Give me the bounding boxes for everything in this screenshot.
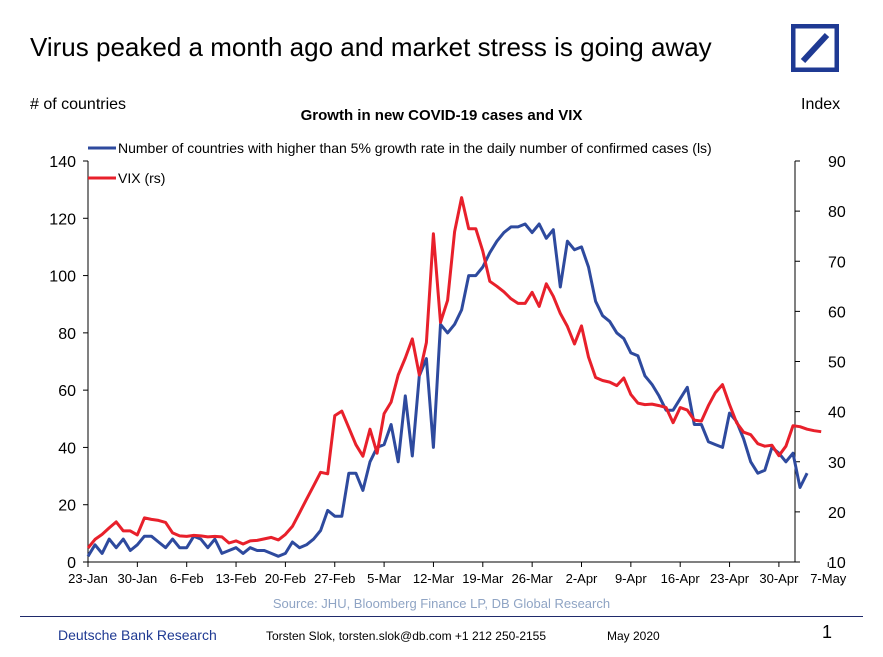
x-tick-label: 5-Mar [367,571,402,586]
left-tick-label: 120 [49,211,76,228]
left-tick-label: 60 [58,383,76,400]
chart-title: Growth in new COVID-19 cases and VIX [300,107,583,124]
left-tick-label: 0 [67,555,76,572]
left-tick-label: 20 [58,498,76,515]
right-tick-label: 10 [828,555,846,572]
legend-label: VIX (rs) [118,170,165,186]
right-tick-label: 70 [828,254,846,271]
right-tick-label: 30 [828,455,846,472]
right-tick-label: 20 [828,505,846,522]
legend-label: Number of countries with higher than 5% … [118,140,712,156]
x-tick-label: 6-Feb [170,571,204,586]
x-tick-label: 30-Apr [759,571,799,586]
covid-vix-chart: 0 20 40 60 80 100 120 140 10 20 30 40 50 60 70 80 90 23-J… [49,140,847,586]
left-tick-label: 100 [49,269,76,286]
left-axis-title: # of countries [30,96,127,113]
deutsche-bank-logo-icon [791,24,839,72]
left-tick-label: 80 [58,326,76,343]
source-note: Source: JHU, Bloomberg Finance LP, DB Gl… [272,596,611,611]
footer-divider [20,616,863,617]
right-tick-label: 40 [828,405,846,422]
x-tick-label: 9-Apr [615,571,647,586]
x-tick-label: 19-Mar [462,571,504,586]
right-tick-label: 80 [828,204,846,221]
x-tick-label: 7-May [810,571,847,586]
x-tick-label: 16-Apr [661,571,701,586]
x-tick-label: 27-Feb [314,571,355,586]
x-tick-label: 2-Apr [566,571,598,586]
series-line-countries [86,222,809,558]
right-tick-label: 50 [828,355,846,372]
footer-contact: Torsten Slok, torsten.slok@db.com +1 212… [266,629,547,643]
series-line-vix [86,196,822,549]
x-tick-label: 23-Jan [68,571,108,586]
footer-brand: Deutsche Bank Research [58,627,217,643]
right-tick-label: 60 [828,304,846,321]
x-tick-label: 26-Mar [512,571,554,586]
left-tick-label: 140 [49,154,76,171]
x-tick-label: 20-Feb [265,571,306,586]
page-number: 1 [822,622,833,642]
x-tick-label: 30-Jan [117,571,157,586]
x-tick-label: 23-Apr [710,571,750,586]
right-tick-label: 90 [828,154,846,171]
right-axis-title: Index [801,96,841,113]
x-tick-label: 13-Feb [215,571,256,586]
page-headline: Virus peaked a month ago and market stre… [30,32,712,62]
x-tick-label: 12-Mar [413,571,455,586]
left-tick-label: 40 [58,440,76,457]
footer-date: May 2020 [607,629,660,643]
